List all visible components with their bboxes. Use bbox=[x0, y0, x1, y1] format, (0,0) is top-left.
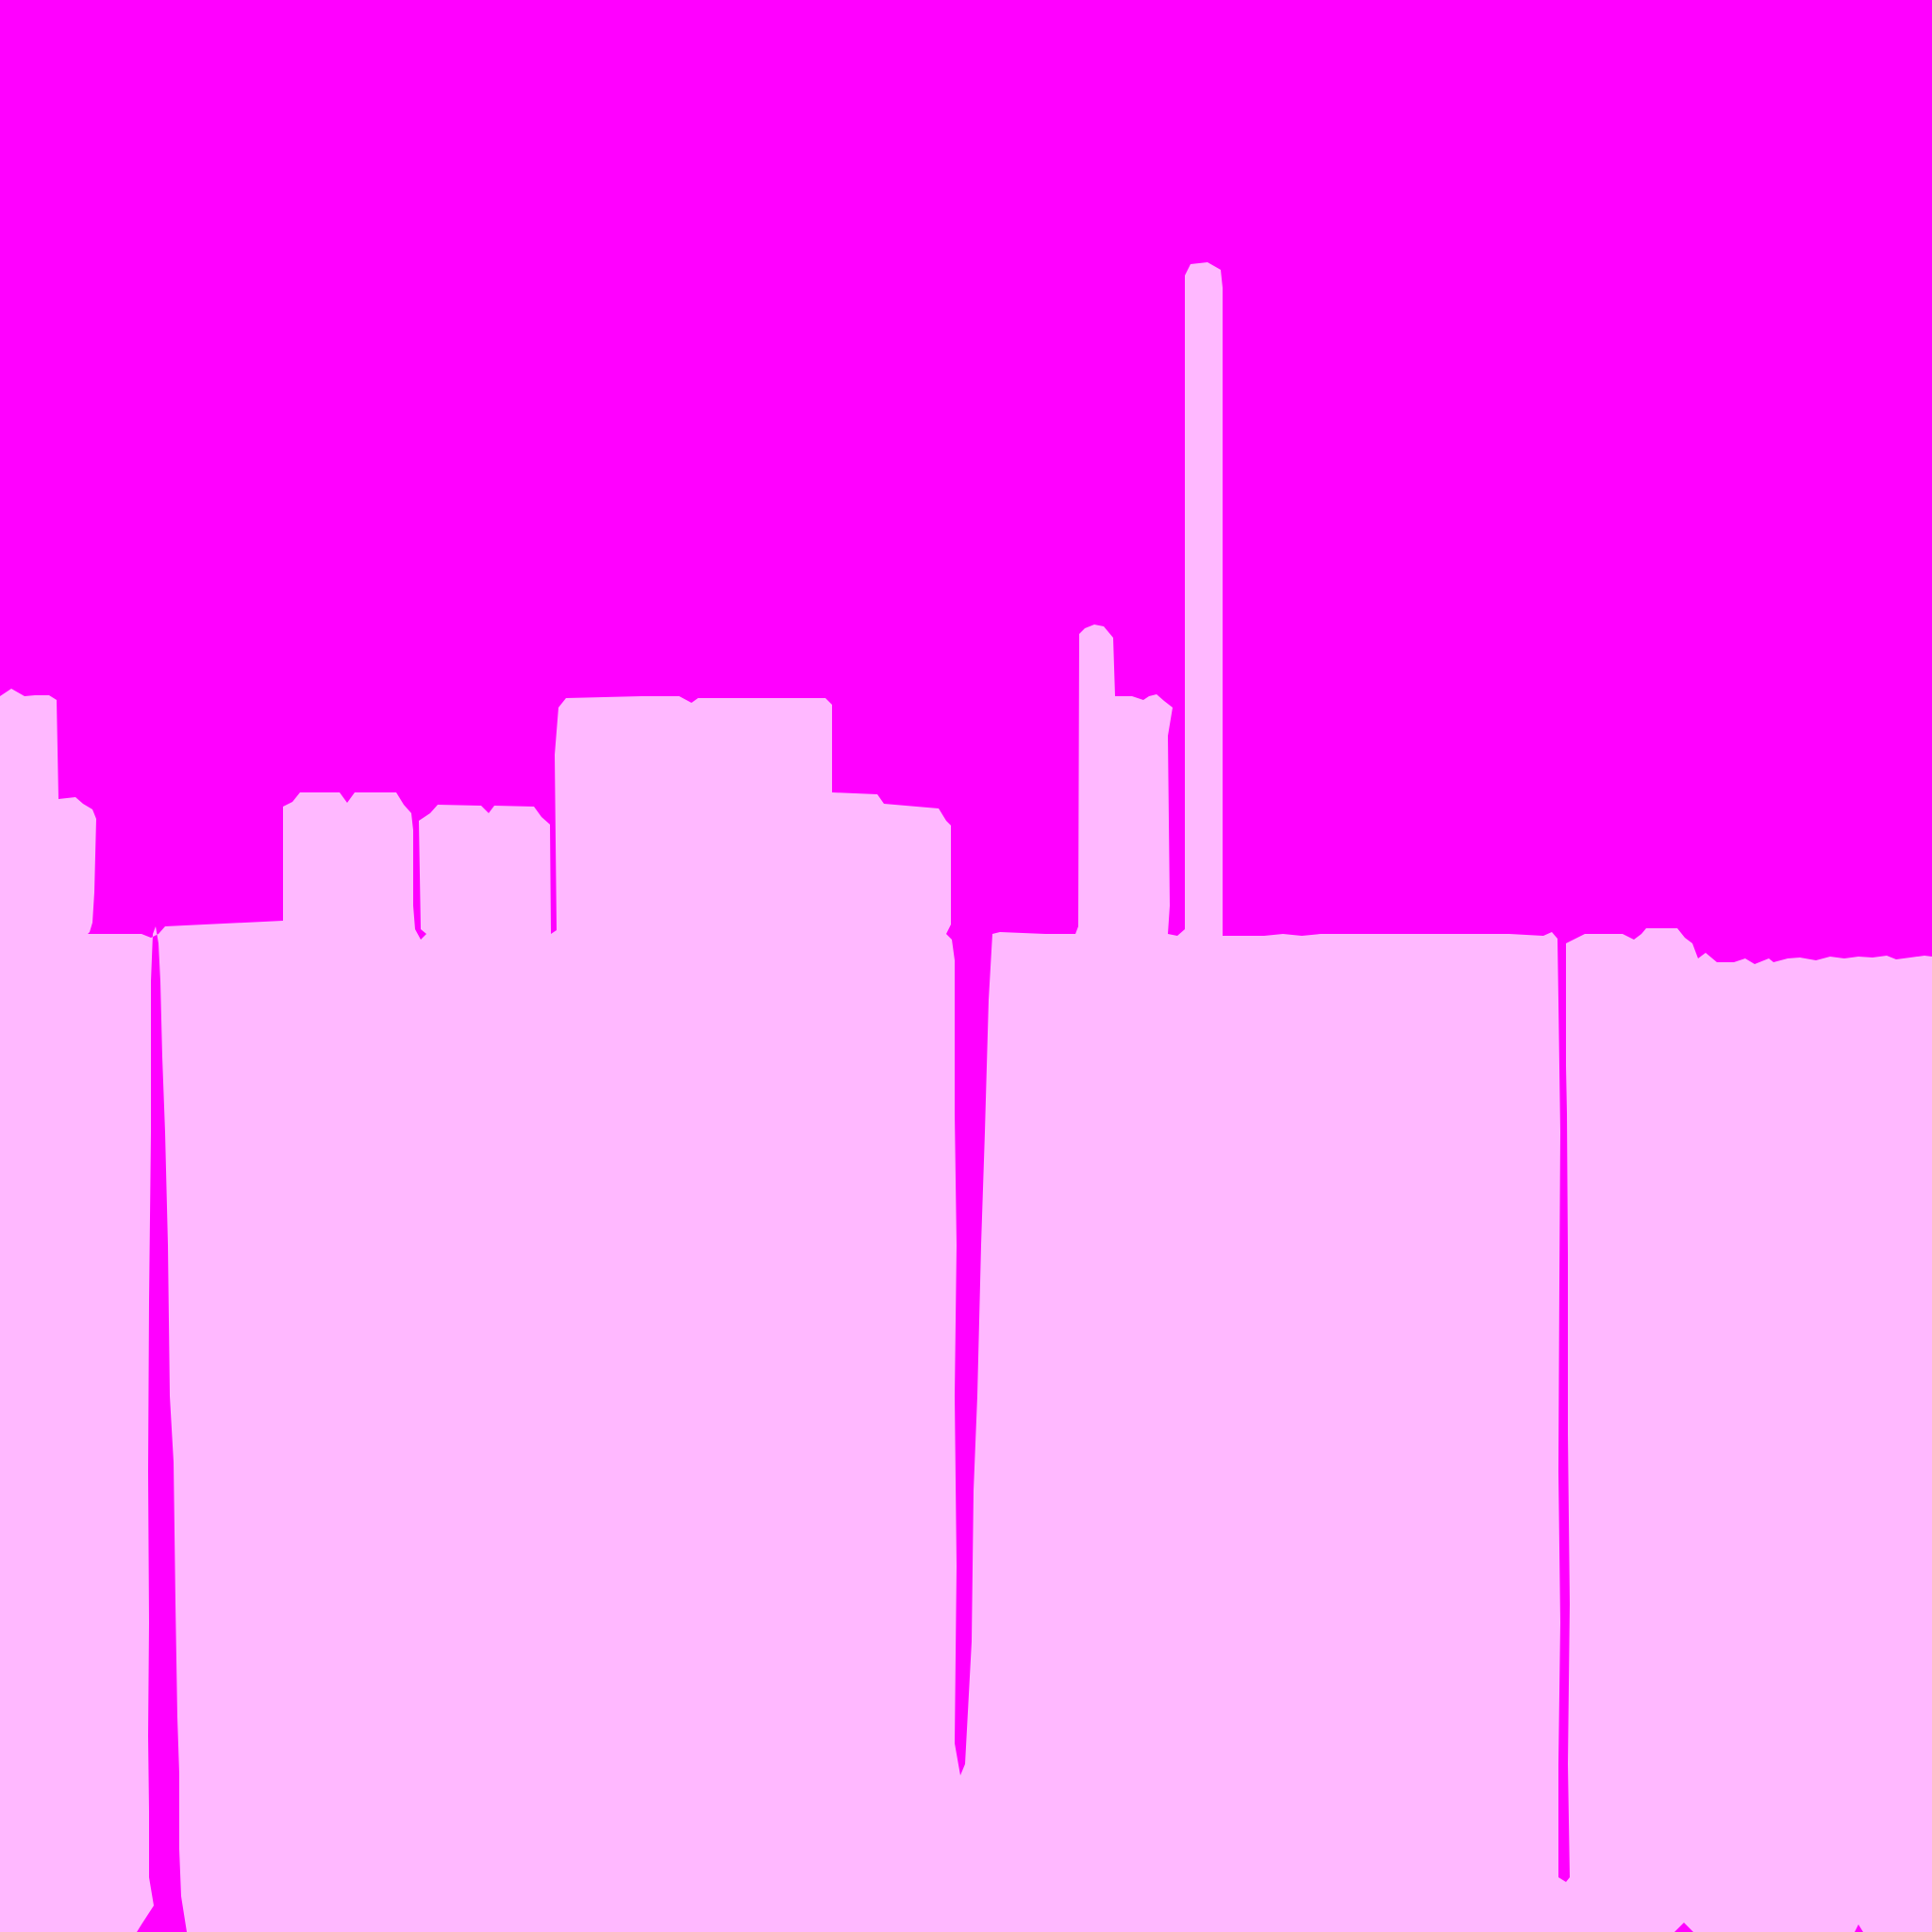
building-region bbox=[0, 262, 1932, 1932]
